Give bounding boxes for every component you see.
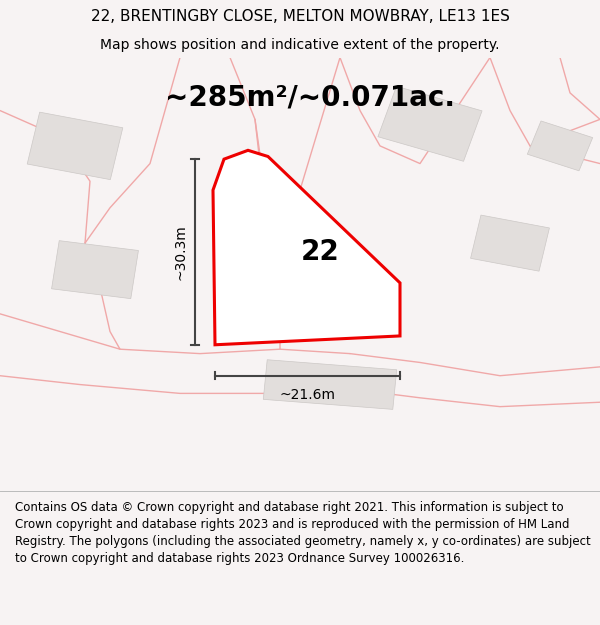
Text: ~30.3m: ~30.3m xyxy=(174,224,188,280)
Text: Map shows position and indicative extent of the property.: Map shows position and indicative extent… xyxy=(100,38,500,52)
FancyBboxPatch shape xyxy=(470,215,550,271)
Text: 22: 22 xyxy=(301,238,340,266)
Polygon shape xyxy=(213,150,400,345)
Text: Contains OS data © Crown copyright and database right 2021. This information is : Contains OS data © Crown copyright and d… xyxy=(15,501,591,566)
FancyBboxPatch shape xyxy=(263,360,397,409)
Text: ~285m²/~0.071ac.: ~285m²/~0.071ac. xyxy=(165,83,455,111)
FancyBboxPatch shape xyxy=(378,86,482,161)
FancyBboxPatch shape xyxy=(27,112,123,179)
Text: ~21.6m: ~21.6m xyxy=(280,388,335,402)
FancyBboxPatch shape xyxy=(52,241,139,299)
FancyBboxPatch shape xyxy=(527,121,593,171)
Text: 22, BRENTINGBY CLOSE, MELTON MOWBRAY, LE13 1ES: 22, BRENTINGBY CLOSE, MELTON MOWBRAY, LE… xyxy=(91,9,509,24)
FancyBboxPatch shape xyxy=(215,188,295,246)
